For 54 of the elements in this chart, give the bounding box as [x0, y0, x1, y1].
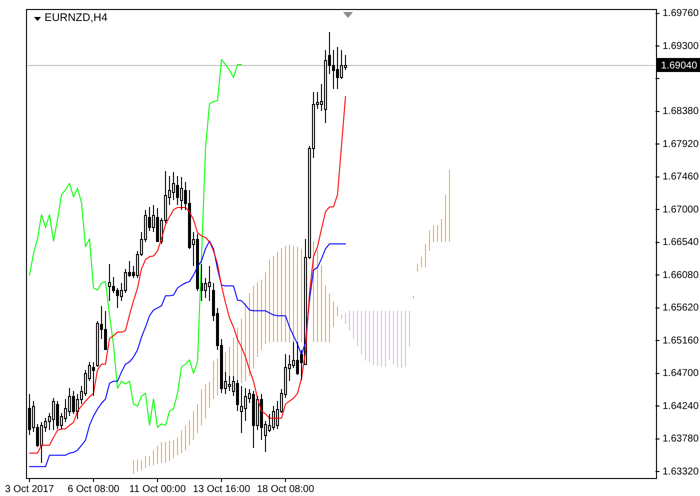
candlestick: [156, 208, 159, 242]
y-tick-label: 1.67460: [662, 172, 700, 183]
y-tick-label: 1.66080: [662, 270, 700, 281]
candlestick: [204, 278, 207, 298]
x-tick-label: 18 Oct 08:00: [256, 484, 315, 495]
candlestick: [72, 390, 75, 414]
candlestick: [332, 50, 335, 90]
candlestick: [340, 50, 343, 80]
y-tick-label: 1.64700: [662, 368, 700, 380]
candlestick: [76, 394, 79, 420]
candlestick: [176, 176, 179, 206]
y-tick-label: 1.68380: [662, 106, 700, 118]
x-tick-label: 3 Oct 2017: [5, 484, 54, 495]
candlestick: [252, 390, 255, 448]
candlestick: [272, 406, 275, 430]
y-tick-label: 1.63780: [662, 434, 700, 445]
candlestick: [256, 396, 259, 430]
candlestick: [52, 398, 55, 430]
candlestick: [124, 268, 127, 294]
y-tick-label: 1.67920: [662, 138, 700, 150]
candlestick: [244, 388, 247, 422]
x-tick-label: 13 Oct 16:00: [192, 484, 251, 495]
candlestick: [324, 50, 327, 124]
x-tick-label: 11 Oct 00:00: [129, 484, 186, 495]
candlestick: [208, 266, 211, 302]
candlestick: [64, 398, 67, 422]
candlestick: [268, 414, 271, 432]
candlestick: [336, 46, 339, 90]
y-tick-label: 1.65160: [662, 335, 700, 346]
candlestick: [104, 310, 107, 350]
x-tick-label: 6 Oct 08:00: [68, 484, 120, 495]
y-tick-label: 1.65620: [662, 302, 700, 314]
candlestick: [188, 190, 191, 250]
candlestick: [56, 400, 59, 430]
y-tick-label: 1.63320: [662, 466, 700, 478]
candlestick: [240, 386, 243, 434]
candlestick: [196, 234, 199, 292]
candlestick: [68, 388, 71, 416]
y-tick-label: 1.69760: [662, 8, 700, 20]
ref-line-label: 1.69040: [661, 60, 698, 72]
y-tick-label: 1.64240: [662, 400, 700, 412]
y-tick-label: 1.67000: [662, 204, 700, 216]
y-tick-label: 1.69300: [662, 40, 700, 52]
candlestick: [96, 320, 99, 368]
candlestick: [40, 422, 43, 464]
candlestick: [112, 276, 115, 294]
chart-title: EURNZD,H4: [44, 12, 108, 25]
candlestick: [92, 362, 95, 396]
candlestick: [172, 172, 175, 200]
y-tick-label: 1.66540: [662, 237, 700, 248]
candlestick: [108, 264, 111, 302]
candlestick: [116, 288, 119, 308]
candlestick: [180, 176, 183, 210]
candlestick: [260, 394, 263, 440]
